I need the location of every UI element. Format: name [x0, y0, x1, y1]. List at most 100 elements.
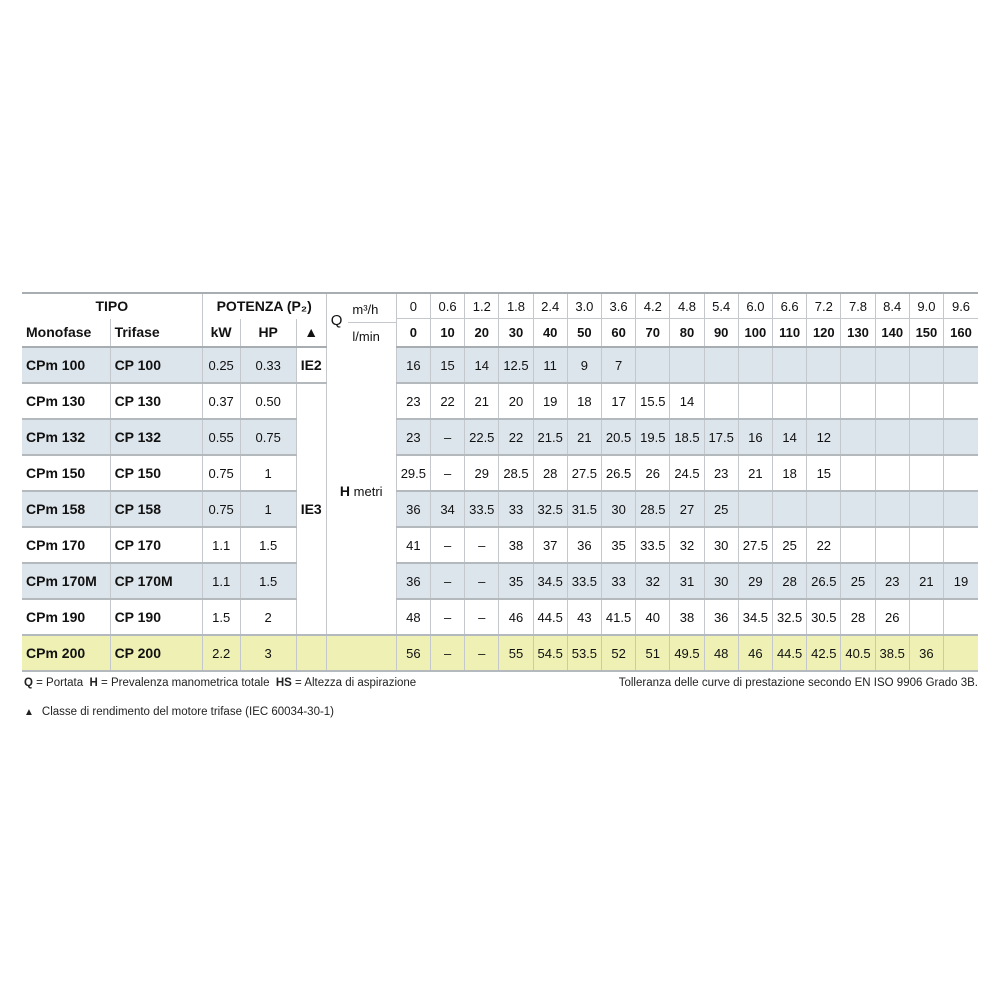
head-value: 28.5 — [635, 491, 670, 528]
trifase-model: CP 190 — [109, 599, 203, 636]
head-value: 18.5 — [669, 419, 705, 456]
lmin-unit: l/min — [352, 328, 380, 344]
head-value: 42.5 — [806, 635, 841, 672]
head-value: 41 — [395, 527, 431, 564]
power-kw: 2.2 — [201, 635, 241, 672]
head-value: 46 — [737, 635, 773, 672]
power-kw: 0.37 — [201, 383, 241, 420]
head-value: 32.5 — [532, 491, 568, 528]
head-value — [874, 527, 910, 564]
head-value — [840, 455, 876, 492]
table-row: CPm 190 CP 190 1.5 2 48– –46 44.5 43 41.5 40 38 36 3… — [22, 599, 978, 636]
power-hp: 0.50 — [239, 383, 297, 420]
head-value: 11 — [532, 347, 568, 384]
head-value: 28 — [840, 599, 876, 636]
head-value: 33 — [498, 491, 534, 528]
flow-lmin-2: 20 — [464, 318, 499, 348]
flow-lmin-0: 0 — [395, 318, 431, 348]
trifase-model: CP 200 — [109, 635, 203, 672]
head-value: – — [429, 563, 465, 600]
flow-lmin-3: 30 — [498, 318, 534, 348]
m3h-unit: m³/h — [348, 298, 396, 323]
efficiency-class: IE3 — [295, 383, 327, 636]
head-value: 15 — [429, 347, 465, 384]
head-value: 15 — [806, 455, 841, 492]
head-value: 40 — [635, 599, 670, 636]
head-value: 17.5 — [703, 419, 739, 456]
head-value: 32.5 — [771, 599, 807, 636]
flow-lmin-6: 60 — [600, 318, 636, 348]
flow-lmin-14: 140 — [874, 318, 910, 348]
head-value: 44.5 — [532, 599, 568, 636]
head-value: 34 — [429, 491, 465, 528]
hp-header: HP — [239, 318, 297, 348]
head-value: 16 — [395, 347, 431, 384]
performance-table: TIPO POTENZA (P₂) Q m³/h l/min 0 0.6 1.2 1.… — [22, 292, 978, 672]
efficiency-note: ▲ Classe di rendimento del motore trifase… — [24, 706, 334, 718]
power-hp: 0.75 — [239, 419, 297, 456]
head-value: 38.5 — [874, 635, 910, 672]
head-value: 26.5 — [806, 563, 841, 600]
power-kw: 1.1 — [201, 527, 241, 564]
legend-line: Q = Portata H = Prevalenza manometrica t… — [24, 677, 416, 689]
monofase-model: CPm 190 — [22, 599, 111, 636]
head-value: 21.5 — [532, 419, 568, 456]
table-row: CPm 132 CP 132 0.55 0.75 23–22.5 22 21.5 21 20.5… — [22, 419, 978, 456]
head-value: 33.5 — [464, 491, 499, 528]
head-value — [943, 491, 978, 528]
flow-m3h-12: 7.2 — [806, 292, 841, 319]
head-value: 40.5 — [840, 635, 876, 672]
flow-lmin-13: 130 — [840, 318, 876, 348]
power-hp: 1 — [239, 455, 297, 492]
head-value — [806, 383, 841, 420]
monofase-model: CPm 170M — [22, 563, 111, 600]
head-value: 44.5 — [771, 635, 807, 672]
table-row: CPm 130 CP 130 0.37 0.50 IE3 23 22 21 20 19 18 17 15… — [22, 383, 978, 636]
power-hp: 1 — [239, 491, 297, 528]
head-value: 36 — [395, 563, 431, 600]
monofase-header: Monofase — [22, 318, 111, 348]
head-value — [771, 347, 807, 384]
head-value — [943, 599, 978, 636]
head-value — [943, 635, 978, 672]
head-value — [908, 419, 944, 456]
monofase-model: CPm 150 — [22, 455, 111, 492]
head-value — [943, 527, 978, 564]
h-label: H — [339, 482, 351, 499]
head-value: 33.5 — [635, 527, 670, 564]
head-value: 29.5 — [395, 455, 431, 492]
head-value — [874, 491, 910, 528]
head-value: 41.5 — [600, 599, 636, 636]
head-value: 25 — [703, 491, 739, 528]
flow-m3h-16: 9.6 — [943, 292, 978, 319]
head-value: 35 — [600, 527, 636, 564]
head-value: 52 — [600, 635, 636, 672]
head-value: 27 — [669, 491, 705, 528]
table-row: CPm 150 CP 150 0.75 1 29.5–29 28.5 28 27.5 26.5 2… — [22, 455, 978, 492]
head-value: 9 — [566, 347, 602, 384]
head-value — [908, 599, 944, 636]
head-value: 21 — [737, 455, 773, 492]
head-value: 30.5 — [806, 599, 841, 636]
head-value: – — [429, 527, 465, 564]
head-label: H metri — [325, 347, 397, 636]
head-value: 33.5 — [566, 563, 602, 600]
head-value: 19 — [943, 563, 978, 600]
head-value — [703, 347, 739, 384]
head-value — [840, 527, 876, 564]
head-value: 23 — [395, 383, 431, 420]
power-kw: 0.75 — [201, 491, 241, 528]
trifase-model: CP 150 — [109, 455, 203, 492]
head-value: 21 — [566, 419, 602, 456]
head-value — [874, 347, 910, 384]
flow-m3h-14: 8.4 — [874, 292, 910, 319]
head-value — [908, 383, 944, 420]
power-hp: 1.5 — [239, 563, 297, 600]
head-value: – — [429, 455, 465, 492]
trifase-header: Trifase — [109, 318, 203, 348]
head-value: 37 — [532, 527, 568, 564]
head-value — [943, 455, 978, 492]
flow-lmin-9: 90 — [703, 318, 739, 348]
head-value: 26.5 — [600, 455, 636, 492]
head-value — [943, 347, 978, 384]
